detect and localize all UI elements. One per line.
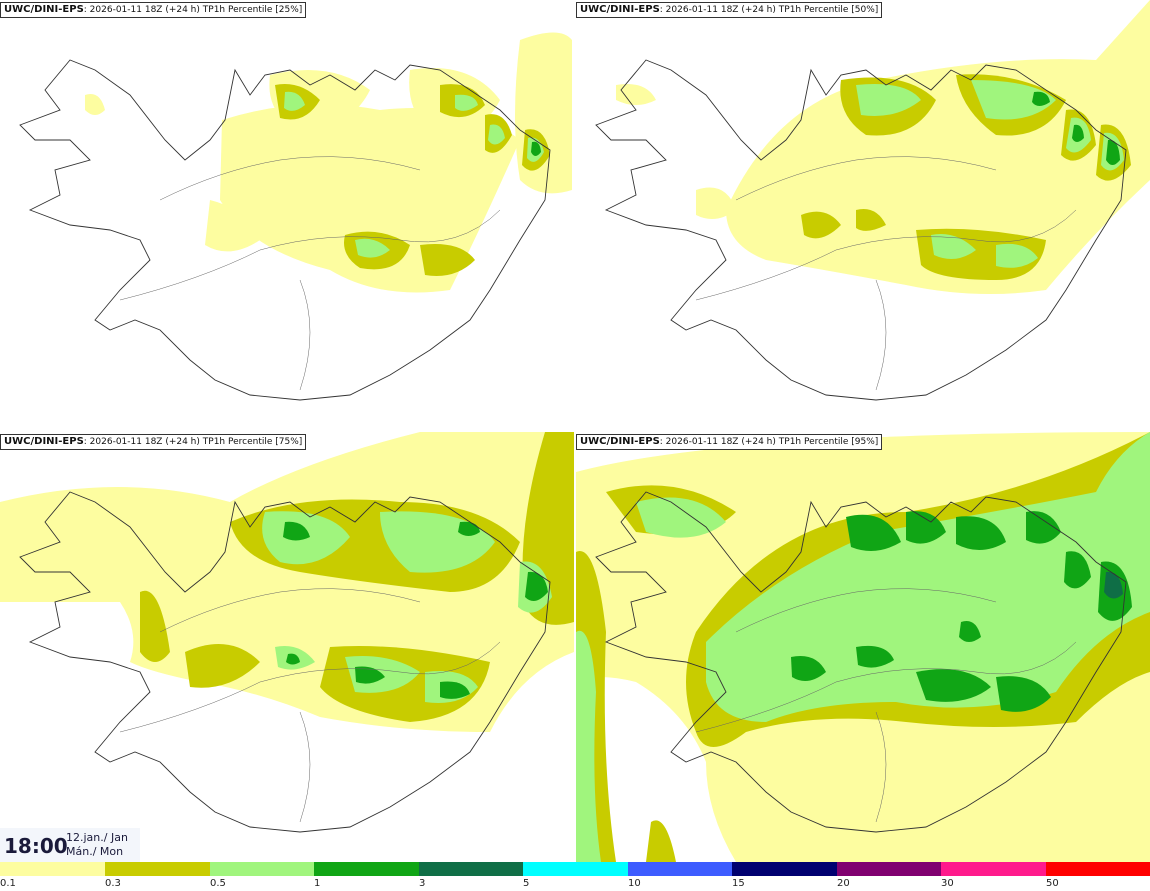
precip-yellow-areas	[85, 32, 572, 293]
legend-label: 0.5	[210, 878, 226, 889]
precip-map	[576, 432, 1150, 862]
legend-swatch	[314, 862, 419, 876]
legend-swatch	[523, 862, 628, 876]
road-network	[695, 588, 1077, 823]
legend-swatch	[1046, 862, 1150, 876]
legend-swatch	[0, 862, 105, 876]
legend-label: 3	[419, 878, 426, 889]
panel-title: UWC/DINI-EPS: 2026-01-11 18Z (+24 h) TP1…	[576, 2, 883, 18]
legend-swatch	[837, 862, 941, 876]
legend-label: 15	[732, 878, 745, 889]
legend-swatch	[105, 862, 210, 876]
legend-label: 50	[1046, 878, 1059, 889]
precip-green-areas	[283, 521, 548, 699]
color-legend: 0.1 0.3 0.5 1 3 5 10 15 20 30 50	[0, 862, 1150, 891]
panel-title: UWC/DINI-EPS: 2026-01-11 18Z (+24 h) TP1…	[0, 2, 307, 18]
coastline	[595, 59, 1127, 401]
panel-title: UWC/DINI-EPS: 2026-01-11 18Z (+24 h) TP1…	[0, 434, 307, 450]
legend-label: 5	[523, 878, 530, 889]
legend-label: 30	[941, 878, 954, 889]
precip-darkgreen-areas	[1104, 571, 1123, 599]
map-panel-p25: UWC/DINI-EPS: 2026-01-11 18Z (+24 h) TP1…	[0, 0, 574, 430]
road-network	[695, 156, 1077, 391]
valid-date-line1: 12.jan./ Jan	[66, 831, 128, 844]
precip-green-areas	[1032, 91, 1120, 165]
valid-time: 18:00	[4, 834, 68, 858]
valid-date: 12.jan./ Jan Mán./ Mon	[66, 831, 128, 859]
precip-map	[19, 32, 572, 401]
legend-swatch	[419, 862, 523, 876]
legend-label: 1	[314, 878, 321, 889]
valid-date-line2: Mán./ Mon	[66, 845, 124, 858]
coastline	[19, 59, 551, 401]
legend-label: 0.1	[0, 878, 16, 889]
coastline	[595, 491, 1127, 833]
map-panel-p75: UWC/DINI-EPS: 2026-01-11 18Z (+24 h) TP1…	[0, 432, 574, 862]
precip-green-areas	[531, 141, 541, 156]
legend-swatch	[941, 862, 1046, 876]
precip-map	[0, 432, 574, 833]
precip-green-areas	[791, 511, 1132, 712]
precip-map	[595, 0, 1150, 401]
coastline	[19, 491, 551, 833]
panel-divider	[574, 0, 576, 862]
valid-time-box: 18:00 12.jan./ Jan Mán./ Mon	[0, 828, 140, 862]
map-panel-p50: UWC/DINI-EPS: 2026-01-11 18Z (+24 h) TP1…	[576, 0, 1150, 430]
road-network	[119, 156, 501, 391]
legend-swatch	[210, 862, 314, 876]
legend-swatch	[732, 862, 837, 876]
road-network	[119, 588, 501, 823]
precip-lightgreen-areas	[576, 432, 1150, 862]
map-panel-p95: UWC/DINI-EPS: 2026-01-11 18Z (+24 h) TP1…	[576, 432, 1150, 862]
panel-title: UWC/DINI-EPS: 2026-01-11 18Z (+24 h) TP1…	[576, 434, 883, 450]
legend-label: 10	[628, 878, 641, 889]
legend-label: 0.3	[105, 878, 121, 889]
legend-swatch	[628, 862, 732, 876]
legend-label: 20	[837, 878, 850, 889]
